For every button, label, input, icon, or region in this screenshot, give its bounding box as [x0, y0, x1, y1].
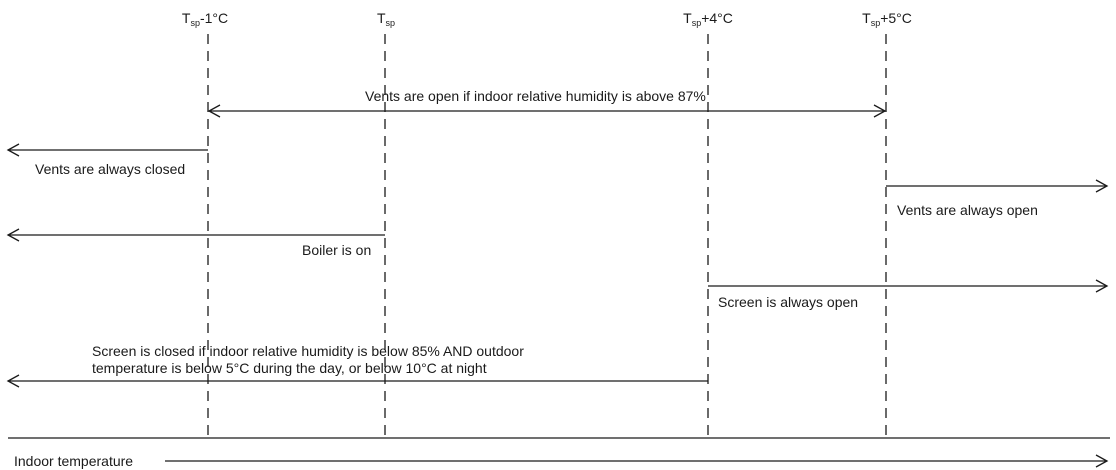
- threshold-base: T: [181, 10, 191, 26]
- threshold-subscript: sp: [691, 18, 702, 28]
- threshold-label-tsp-minus-1: Tsp-1°C: [182, 10, 228, 28]
- threshold-label-tsp-plus-4: Tsp+4°C: [683, 10, 733, 28]
- screen-closed-label-line2: temperature is below 5°C during the day,…: [92, 360, 487, 376]
- threshold-subscript: sp: [870, 18, 881, 28]
- threshold-subscript: sp: [385, 18, 396, 28]
- vents-closed-label: Vents are always closed: [35, 161, 186, 177]
- threshold-suffix: +4°C: [701, 10, 733, 26]
- screen-closed-label-line1: Screen is closed if indoor relative humi…: [92, 343, 524, 359]
- vents-open-label: Vents are always open: [897, 202, 1038, 218]
- threshold-base: T: [862, 10, 871, 26]
- threshold-label-tsp: Tsp: [377, 10, 395, 28]
- threshold-label-tsp-plus-5: Tsp+5°C: [862, 10, 912, 28]
- indoor-temperature-label: Indoor temperature: [14, 453, 134, 469]
- boiler-on-label: Boiler is on: [302, 242, 372, 258]
- threshold-suffix: -1°C: [199, 10, 229, 26]
- threshold-base: T: [683, 10, 692, 26]
- threshold-suffix: +5°C: [880, 10, 912, 26]
- humidity-vents-label: Vents are open if indoor relative humidi…: [365, 88, 706, 104]
- threshold-base: T: [376, 10, 386, 26]
- threshold-subscript: sp: [190, 18, 200, 28]
- screen-open-label: Screen is always open: [718, 294, 859, 310]
